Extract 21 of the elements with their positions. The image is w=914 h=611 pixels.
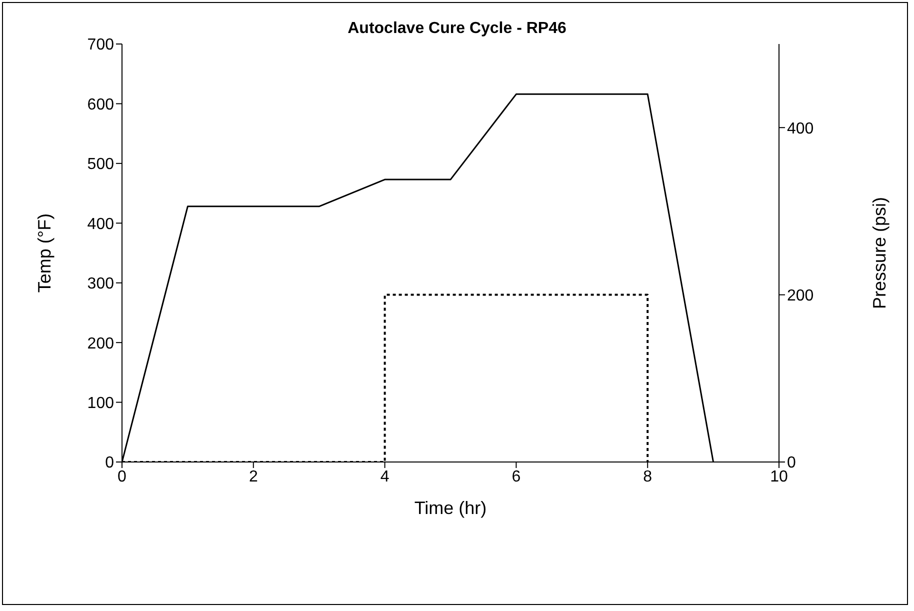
y-tick-label: 400 bbox=[87, 216, 114, 233]
x-axis-title: Time (hr) bbox=[414, 498, 487, 518]
x-tick-label: 4 bbox=[380, 468, 390, 486]
x-tick-label: 10 bbox=[770, 468, 788, 486]
x-tick-label: 0 bbox=[118, 468, 127, 486]
y-tick-label: 100 bbox=[87, 394, 114, 412]
y2-tick-label: 0 bbox=[787, 454, 796, 472]
chart-title: Autoclave Cure Cycle - RP46 bbox=[346, 20, 568, 38]
y-tick-label: 300 bbox=[87, 276, 114, 293]
x-tick-label: 6 bbox=[512, 468, 521, 486]
y-tick-label: 200 bbox=[87, 335, 114, 352]
y2-tick-label: 400 bbox=[787, 120, 814, 138]
y-tick-label: 700 bbox=[87, 36, 114, 54]
y-tick-label: 0 bbox=[105, 454, 114, 472]
y-axis-title: Temp (°F) bbox=[34, 213, 54, 293]
x-tick-label: 2 bbox=[248, 468, 258, 486]
y2-axis-title: Pressure (psi) bbox=[869, 196, 890, 310]
x-tick-label: 8 bbox=[643, 468, 652, 486]
y2-tick-label: 200 bbox=[787, 287, 814, 304]
y-tick-label: 500 bbox=[87, 156, 114, 174]
y-tick-label: 600 bbox=[87, 96, 114, 114]
